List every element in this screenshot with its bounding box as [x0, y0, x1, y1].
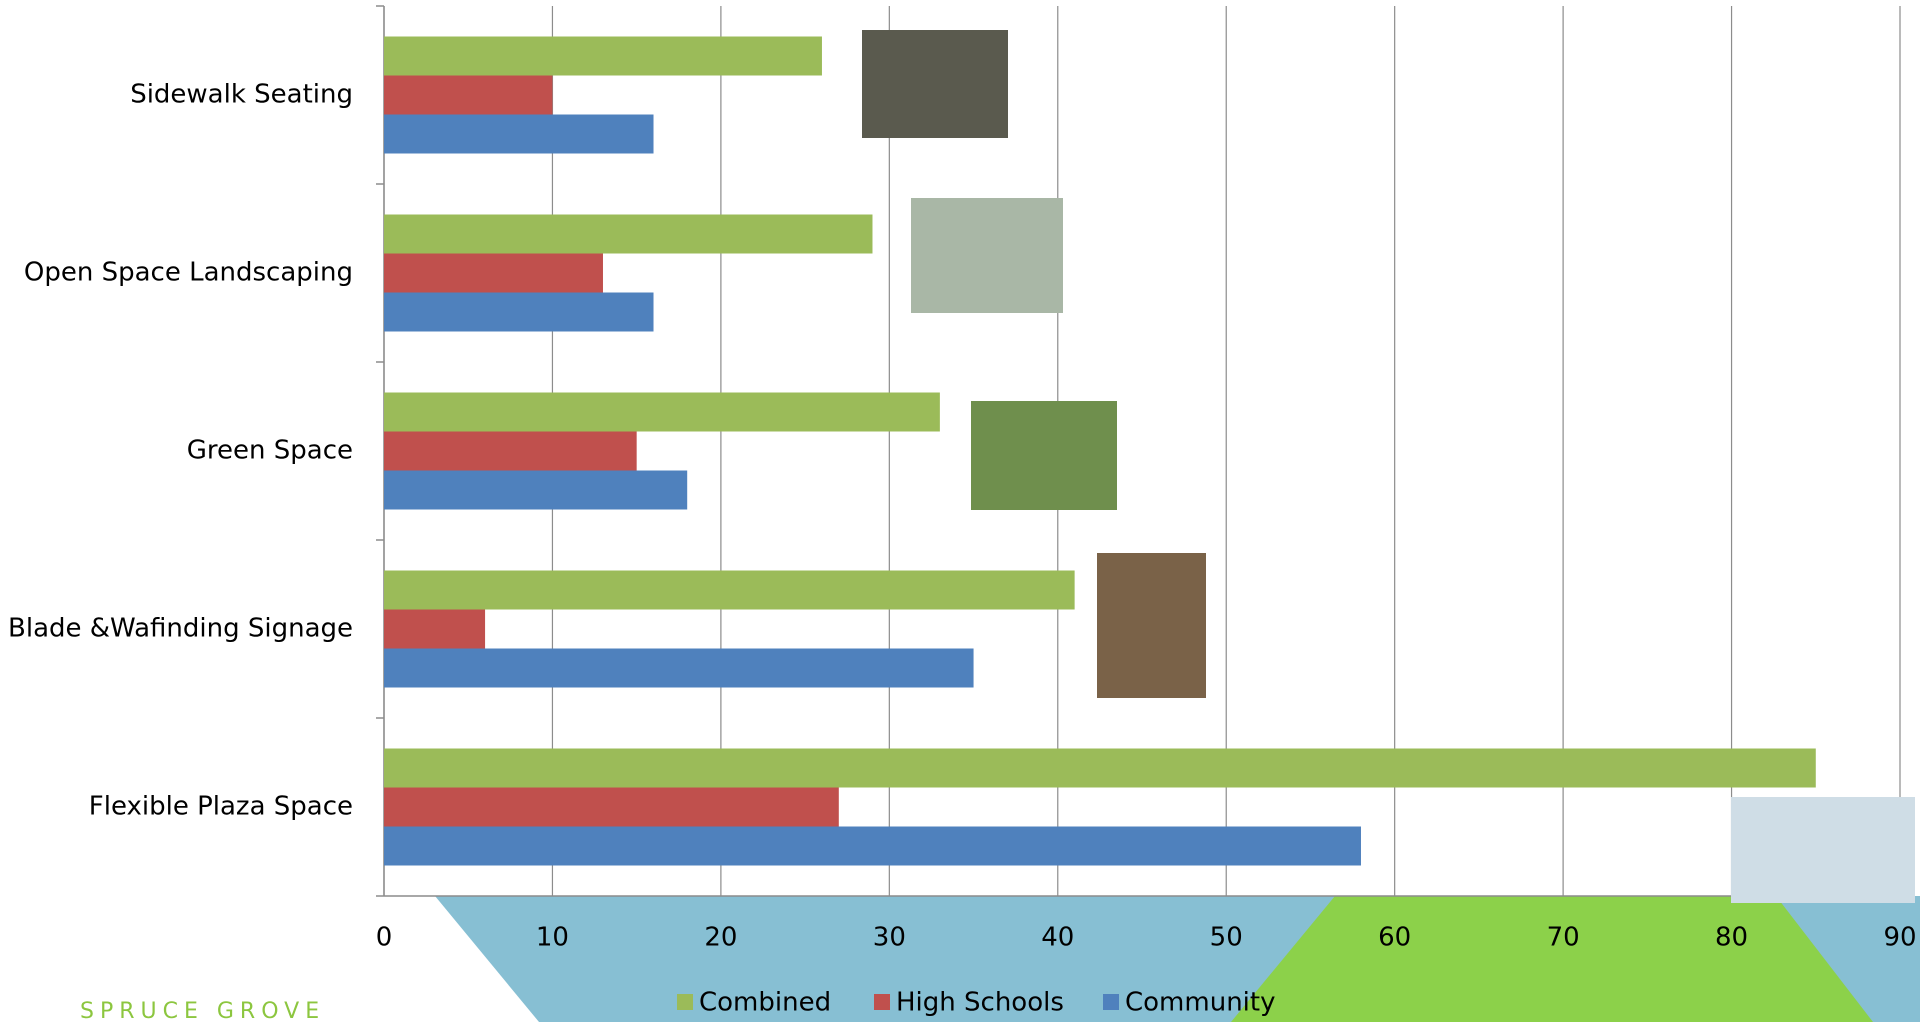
y-tick-label: Flexible Plaza Space	[89, 792, 353, 822]
bar	[384, 392, 940, 432]
photo	[1731, 797, 1915, 903]
x-tick-label: 10	[536, 923, 569, 953]
y-tick-label: Open Space Landscaping	[24, 258, 353, 288]
legend-swatch	[874, 994, 890, 1010]
legend-label: High Schools	[896, 988, 1064, 1018]
x-tick-label: 20	[704, 923, 737, 953]
bar	[384, 570, 1075, 610]
bar	[384, 826, 1361, 866]
y-tick-label: Sidewalk Seating	[130, 80, 353, 110]
photo	[862, 30, 1008, 138]
bar	[384, 787, 839, 827]
bar	[384, 648, 974, 688]
x-tick-label: 50	[1210, 923, 1243, 953]
bar	[384, 253, 603, 293]
photo	[971, 401, 1117, 510]
legend-swatch	[1103, 994, 1119, 1010]
bar	[384, 114, 654, 154]
brand: SPRUCE GROVE	[80, 999, 325, 1022]
x-tick-label: 60	[1378, 923, 1411, 953]
decor-green	[1231, 896, 1873, 1022]
y-tick-label: Green Space	[187, 436, 353, 466]
legend-label: Community	[1125, 988, 1275, 1018]
bar	[384, 214, 873, 254]
bar	[384, 75, 553, 115]
bar	[384, 609, 486, 649]
bar	[384, 292, 654, 332]
x-tick-label: 0	[376, 923, 393, 953]
plot: 0 10 20 30 40 50 60 70 80 90 Sidewalk Seating Open …	[8, 5, 1917, 953]
photo	[911, 198, 1063, 313]
bar	[384, 36, 822, 76]
bar	[384, 470, 688, 510]
legend-label: Combined	[699, 988, 831, 1018]
x-tick-label: 30	[873, 923, 906, 953]
bar	[384, 431, 637, 471]
x-tick-label: 40	[1041, 923, 1074, 953]
y-tick-label: Blade &Wafinding Signage	[8, 614, 353, 644]
x-tick-label: 90	[1883, 923, 1916, 953]
bar	[384, 748, 1816, 788]
x-tick-label: 80	[1715, 923, 1748, 953]
photo	[1097, 553, 1206, 698]
x-tick-label: 70	[1547, 923, 1580, 953]
legend-swatch	[677, 994, 693, 1010]
